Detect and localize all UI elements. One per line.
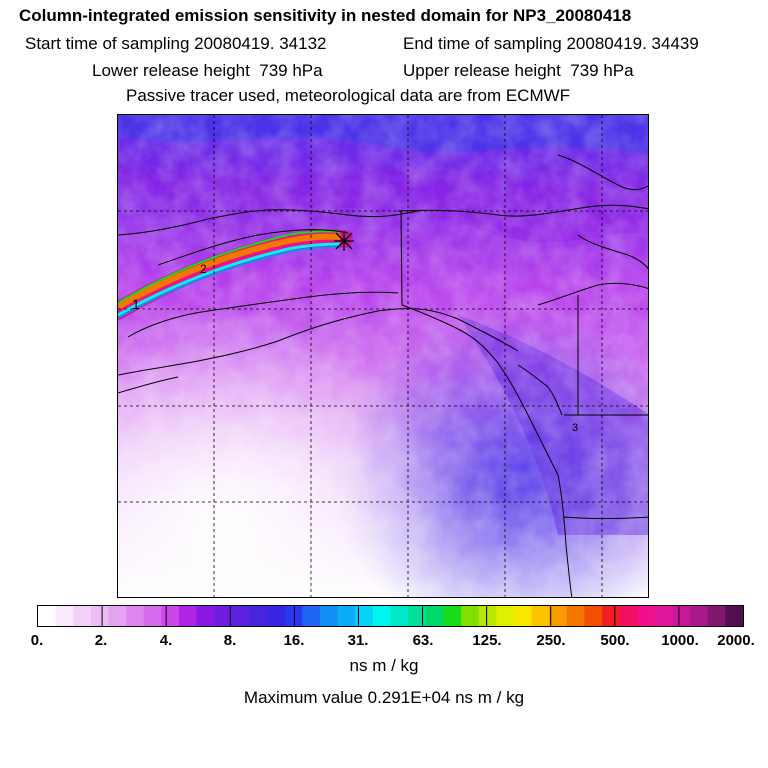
colorbar-swatch [108,606,127,626]
colorbar-swatch [478,606,497,626]
colorbar-swatch [672,606,691,626]
colorbar-unit: ns m / kg [349,656,419,675]
colorbar-swatch [355,606,374,626]
colorbar-swatch [249,606,268,626]
colorbar-swatch [161,606,180,626]
colorbar-swatch [55,606,74,626]
colorbar-swatch [496,606,515,626]
coastlines [118,154,648,597]
colorbar-swatch [707,606,726,626]
colorbar-tick-10: 1000. [661,632,699,649]
colorbar-swatch [90,606,110,626]
map-canvas: 1 2 3 [118,115,648,597]
trajectory-label-2: 2 [200,262,207,276]
colorbar-swatch [143,606,162,626]
colorbar-tick-4: 16. [283,632,305,649]
colorbar-tick-11: 2000. [717,632,755,649]
colorbar-swatch [566,606,585,626]
colorbar-swatch [584,606,603,626]
trajectory-label-1: 1 [132,296,140,312]
colorbar-swatch [654,606,674,626]
colorbar-swatches [38,606,743,626]
colorbar-swatch [461,606,480,626]
colorbar-swatch [408,606,427,626]
colorbar-tick-7: 125. [472,632,502,649]
colorbar-tick-5: 31. [347,632,369,649]
colorbar-swatch [302,606,321,626]
colorbar-tick-2: 4. [159,632,173,649]
colorbar-tick-6: 63. [412,632,434,649]
colorbar-swatch [126,606,145,626]
colorbar [37,605,744,627]
end-time-label: End time of sampling 20080419. 34439 [403,34,699,53]
colorbar-tick-3: 8. [223,632,237,649]
colorbar-tick-8: 250. [536,632,566,649]
colorbar-swatch [196,606,215,626]
sensitivity-map: 1 2 3 [117,114,649,598]
colorbar-swatch [513,606,533,626]
colorbar-swatch [73,606,92,626]
start-time-label: Start time of sampling 20080419. 34132 [25,34,327,53]
colorbar-swatch [214,606,233,626]
colorbar-swatch [372,606,392,626]
release-point-icon [334,231,354,251]
colorbar-swatch [725,606,743,626]
colorbar-swatch [179,606,198,626]
colorbar-swatch [549,606,568,626]
colorbar-tick-9: 500. [600,632,630,649]
colorbar-swatch [443,606,462,626]
plot-title: Column-integrated emission sensitivity i… [19,6,632,25]
colorbar-swatch [425,606,444,626]
colorbar-swatch [690,606,709,626]
trajectory-plume [118,229,353,320]
colorbar-swatch [320,606,339,626]
colorbar-tick-0: 0. [30,632,44,649]
colorbar-swatch [337,606,356,626]
colorbar-swatch [602,606,621,626]
tracer-info-label: Passive tracer used, meteorological data… [126,86,571,105]
upper-release-label: Upper release height 739 hPa [403,61,634,80]
trajectory-label-3: 3 [572,422,578,434]
lower-release-label: Lower release height 739 hPa [92,61,323,80]
colorbar-swatch [267,606,286,626]
maximum-value-label: Maximum value 0.291E+04 ns m / kg [243,688,525,707]
colorbar-swatch [531,606,550,626]
colorbar-tick-1: 2. [94,632,108,649]
colorbar-swatch [619,606,638,626]
map-grid [118,115,648,597]
colorbar-swatch [231,606,251,626]
colorbar-swatch [38,606,57,626]
colorbar-swatch [390,606,409,626]
colorbar-swatch [637,606,656,626]
colorbar-swatch [284,606,303,626]
